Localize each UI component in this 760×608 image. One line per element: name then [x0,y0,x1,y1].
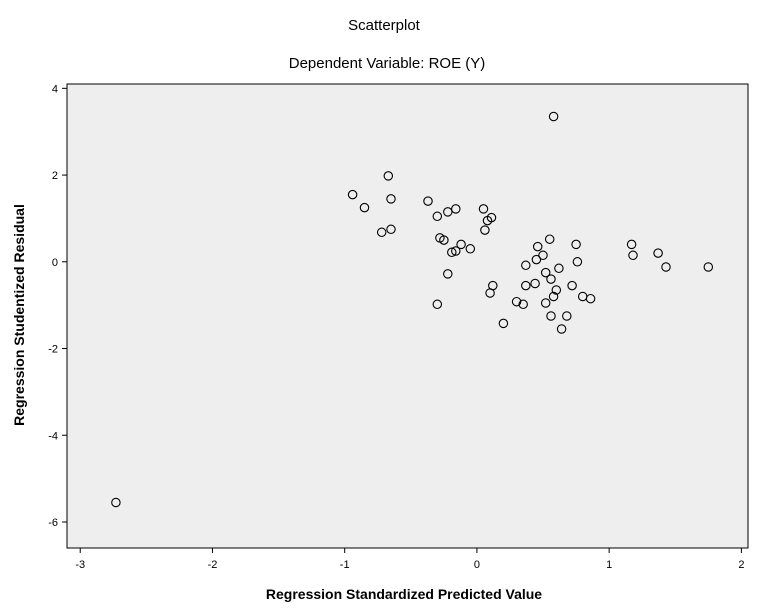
x-axis-label: Regression Standardized Predicted Value [266,586,542,602]
scatter-point [451,204,461,214]
scatter-point [447,247,457,258]
scatter-point [548,111,559,122]
scatter-point [567,280,577,291]
scatter-point [521,260,531,271]
scatter-point [532,241,543,252]
y-tick-label: 4 [52,83,58,95]
chart-title: Scatterplot [348,17,421,34]
y-tick-label: 2 [52,170,58,182]
scatter-point [376,227,387,238]
y-tick-label: -2 [48,344,58,356]
scatter-point [546,311,556,321]
x-tick-label: 0 [474,559,480,571]
x-tick-label: -2 [208,559,218,571]
scatter-point [439,235,449,245]
scatter-point [521,280,531,291]
plot-area [66,83,749,549]
x-tick-label: 1 [606,559,612,571]
scatter-point [540,298,551,308]
scatter-point [443,269,453,279]
y-axis-ticks: 4 2 0 -2 -4 -6 [48,83,67,529]
scatter-point [478,204,489,214]
scatter-point [465,244,476,254]
scatter-point [432,299,443,310]
scatter-point [531,254,542,265]
scatter-point [551,285,562,295]
scatter-point [562,311,572,321]
y-tick-label: -6 [48,517,58,529]
scatter-point [423,196,433,206]
scatter-point [443,207,453,217]
x-tick-label: -3 [75,559,85,571]
scatter-point [498,318,509,329]
x-axis-ticks: -3 -2 -1 0 1 2 [75,548,744,571]
scatter-point [456,239,466,250]
data-points [111,111,714,508]
scatter-point [386,224,396,235]
scatter-point [518,299,528,310]
scatter-point [628,250,638,261]
scatter-point [544,234,555,244]
y-tick-label: -4 [48,430,58,442]
chart-subtitle: Dependent Variable: ROE (Y) [289,55,486,72]
scatter-point [572,257,583,267]
scatter-point [653,248,663,258]
x-tick-label: -1 [340,559,350,571]
scatter-point [530,278,540,289]
scatter-point [359,202,370,213]
scatter-point [548,291,559,302]
y-axis-label: Regression Studentized Residual [11,204,27,426]
x-tick-label: 2 [738,559,744,571]
y-tick-label: 0 [52,257,58,269]
scatter-point [383,171,394,181]
scatter-point [540,267,551,278]
scatter-point [485,288,495,298]
scatter-point [546,274,556,284]
scatter-point [661,262,671,272]
scatter-point [571,239,581,250]
scatter-point [386,194,396,204]
scatter-point [585,293,596,304]
scatter-point [703,262,714,272]
scatter-point [554,263,564,274]
scatter-point [556,324,567,334]
scatter-point [111,497,121,508]
scatter-point [538,250,548,261]
scatter-point [451,246,461,256]
scatter-point [480,225,490,235]
scatter-point [482,215,493,226]
scatter-point [511,296,522,307]
scatter-point [347,189,358,200]
scatter-point [626,239,637,250]
scatter-point [432,211,443,222]
